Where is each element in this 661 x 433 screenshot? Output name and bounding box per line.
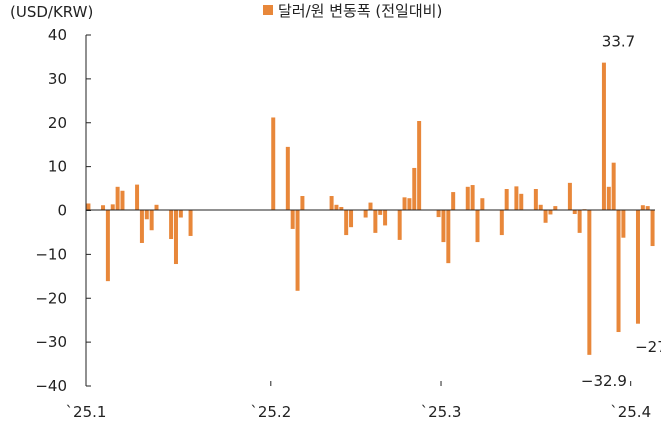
bar bbox=[139, 210, 144, 243]
data-labels: 33.7 −27.7 −32.9 bbox=[581, 33, 661, 390]
bar bbox=[402, 197, 407, 211]
bar bbox=[465, 186, 470, 211]
bar-group bbox=[86, 62, 655, 355]
bar bbox=[344, 210, 349, 236]
bar bbox=[577, 210, 582, 233]
y-tick-label: −30 bbox=[35, 333, 67, 351]
legend: 달러/원 변동폭 (전일대비) bbox=[263, 2, 442, 20]
legend-label: 달러/원 변동폭 (전일대비) bbox=[278, 2, 442, 20]
bar bbox=[470, 185, 475, 211]
bar bbox=[339, 206, 344, 211]
bar bbox=[587, 210, 592, 355]
bar bbox=[271, 117, 276, 211]
y-axis-ticks: 40 30 20 10 0 −10 −20 −30 −40 bbox=[35, 26, 91, 395]
legend-swatch bbox=[263, 5, 273, 15]
bar bbox=[446, 210, 451, 264]
bar bbox=[616, 210, 621, 333]
y-tick-label: −20 bbox=[35, 289, 67, 307]
y-tick-label: 0 bbox=[57, 202, 67, 220]
data-label: −32.9 bbox=[581, 372, 627, 390]
bar bbox=[606, 186, 611, 211]
bar bbox=[363, 210, 368, 218]
data-label: 33.7 bbox=[602, 33, 635, 51]
bar bbox=[154, 204, 159, 211]
x-tick-label: `25.4 bbox=[610, 403, 651, 421]
bar bbox=[349, 210, 354, 228]
bar bbox=[378, 210, 383, 215]
bar bbox=[178, 210, 183, 218]
bar bbox=[149, 210, 154, 231]
bar bbox=[436, 210, 441, 218]
bar bbox=[412, 167, 417, 211]
bar bbox=[514, 186, 519, 211]
bar bbox=[480, 198, 485, 211]
bar bbox=[611, 162, 616, 211]
bar bbox=[300, 196, 305, 211]
bar bbox=[441, 210, 446, 243]
bar bbox=[397, 210, 402, 240]
bar bbox=[368, 202, 373, 211]
bar bbox=[169, 210, 174, 240]
bar bbox=[295, 210, 300, 291]
data-label: −27.7 bbox=[635, 338, 661, 356]
bar bbox=[504, 189, 509, 211]
y-unit-label: (USD/KRW) bbox=[10, 3, 93, 21]
bar bbox=[334, 204, 339, 211]
bar bbox=[645, 206, 650, 211]
bar bbox=[538, 204, 543, 211]
x-tick-label: `25.2 bbox=[250, 403, 291, 421]
bar bbox=[407, 198, 412, 211]
bar bbox=[417, 121, 422, 211]
bar bbox=[533, 189, 538, 211]
bar bbox=[543, 210, 548, 223]
x-axis-ticks: `25.1 `25.2 `25.3 `25.4 bbox=[66, 381, 651, 421]
bar bbox=[383, 210, 388, 226]
y-tick-label: 40 bbox=[48, 26, 67, 44]
y-tick-label: −40 bbox=[35, 377, 67, 395]
y-tick-label: −10 bbox=[35, 245, 67, 263]
bar bbox=[373, 210, 378, 233]
bar bbox=[567, 182, 572, 211]
bar bbox=[475, 210, 480, 243]
bar bbox=[553, 206, 558, 211]
x-tick-label: `25.1 bbox=[66, 403, 107, 421]
bar bbox=[451, 192, 456, 211]
bar bbox=[499, 210, 504, 236]
bar bbox=[650, 210, 655, 247]
bar bbox=[115, 186, 120, 211]
y-tick-label: 20 bbox=[48, 114, 67, 132]
bar bbox=[621, 210, 626, 238]
bar bbox=[188, 210, 193, 236]
bar bbox=[548, 210, 553, 215]
bar bbox=[101, 205, 106, 211]
bar bbox=[601, 62, 606, 211]
bar bbox=[105, 210, 110, 282]
bar bbox=[120, 190, 125, 211]
y-tick-label: 30 bbox=[48, 70, 67, 88]
bar bbox=[635, 210, 640, 324]
bar bbox=[86, 203, 91, 211]
bar bbox=[285, 146, 290, 211]
x-tick-label: `25.3 bbox=[421, 403, 462, 421]
bar bbox=[290, 210, 295, 229]
bar bbox=[135, 184, 140, 211]
bar bbox=[640, 205, 645, 211]
bar bbox=[173, 210, 178, 265]
bar bbox=[519, 193, 524, 211]
bar bbox=[110, 204, 115, 211]
bar bbox=[144, 210, 149, 220]
y-tick-label: 10 bbox=[48, 158, 67, 176]
bar bbox=[329, 196, 334, 211]
bar bbox=[572, 210, 577, 215]
